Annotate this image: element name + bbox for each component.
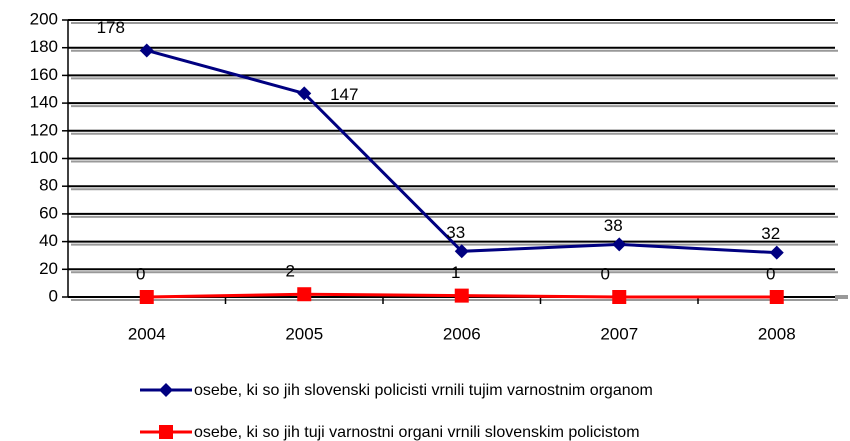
point	[297, 287, 312, 302]
data-label: 2	[286, 262, 295, 281]
data-label: 0	[136, 264, 145, 283]
y-tick-label: 40	[39, 231, 58, 250]
x-tick-label: 2006	[443, 324, 481, 343]
y-tick-label: 120	[30, 120, 58, 139]
point	[454, 244, 469, 259]
data-label: 147	[330, 85, 358, 104]
y-tick-label: 20	[39, 259, 58, 278]
y-tick-label: 80	[39, 176, 58, 195]
y-tick-label: 200	[30, 9, 58, 28]
y-tick-label: 60	[39, 203, 58, 222]
point	[454, 288, 469, 303]
data-label: 38	[604, 216, 623, 235]
point	[769, 245, 784, 260]
data-label: 1	[451, 263, 460, 282]
x-tick-label: 2004	[128, 324, 166, 343]
legend-marker	[159, 425, 173, 439]
x-tick-label: 2005	[285, 324, 323, 343]
data-label: 0	[766, 264, 775, 283]
point	[612, 290, 627, 304]
y-tick-label: 180	[30, 37, 58, 56]
data-label: 32	[761, 224, 780, 243]
plot-edge-shadow	[835, 295, 848, 299]
point	[297, 86, 312, 101]
y-tick-label: 100	[30, 148, 58, 167]
y-tick-label: 140	[30, 93, 58, 112]
point	[769, 290, 784, 304]
y-tick-label: 0	[49, 286, 58, 305]
y-tick-label: 160	[30, 65, 58, 84]
legend-label: osebe, ki so jih slovenski policisti vrn…	[194, 382, 653, 399]
data-label: 33	[446, 223, 465, 242]
point	[612, 237, 627, 252]
point	[139, 43, 154, 58]
legend-label: osebe, ki so jih tuji varnostni organi v…	[194, 424, 640, 441]
x-tick-label: 2008	[758, 324, 796, 343]
legend: osebe, ki so jih slovenski policisti vrn…	[140, 382, 653, 441]
data-label: 178	[97, 18, 125, 37]
point	[139, 290, 154, 304]
legend-marker	[159, 383, 173, 397]
data-label: 0	[601, 264, 610, 283]
x-tick-label: 2007	[600, 324, 638, 343]
